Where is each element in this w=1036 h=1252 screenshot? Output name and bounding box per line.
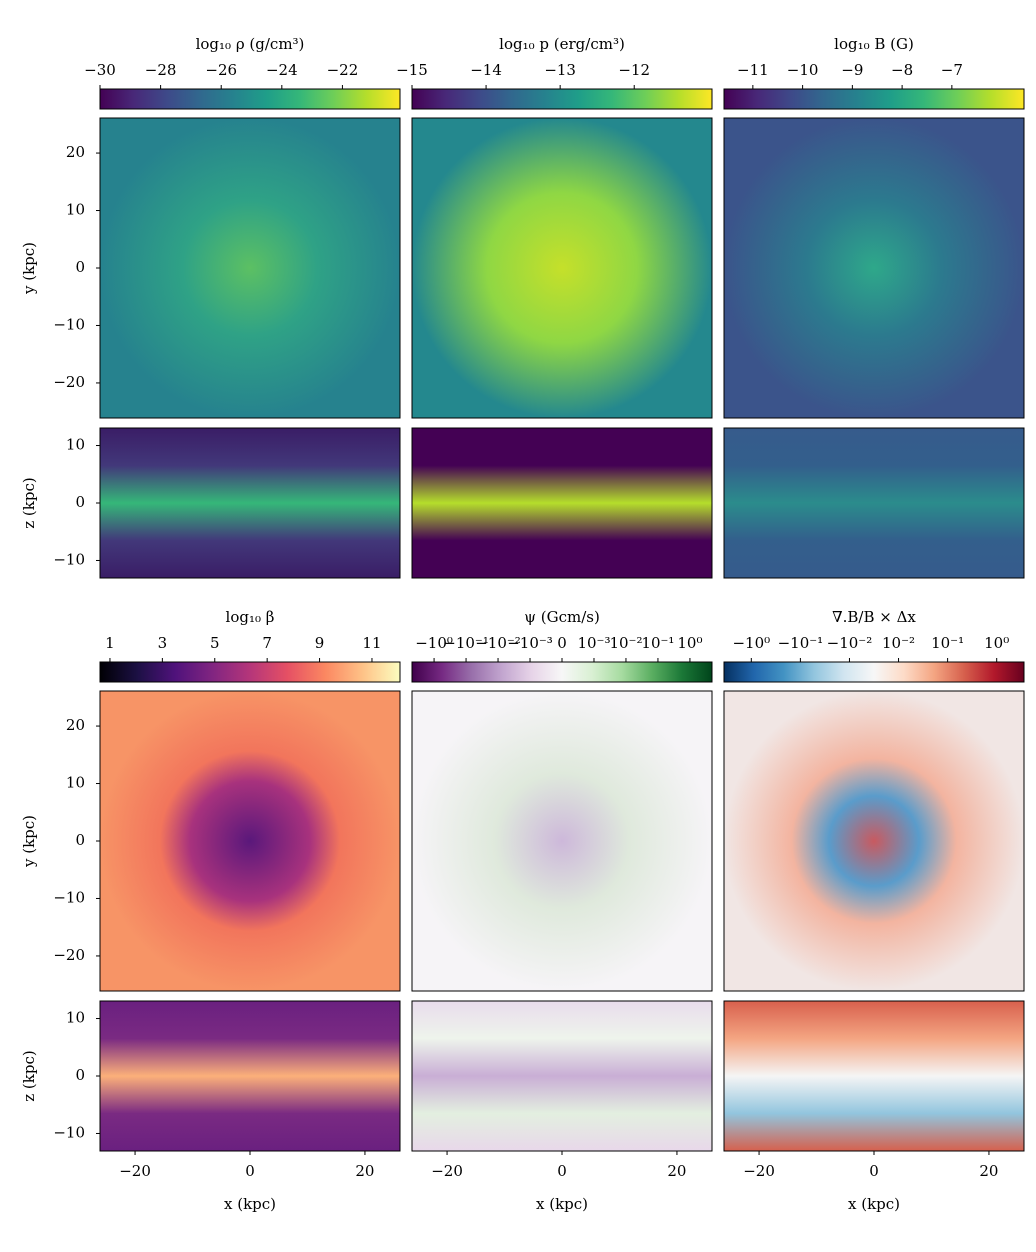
x-tick-label: 0: [869, 1162, 879, 1180]
colorbar-tick-label: −10⁻¹: [778, 634, 824, 652]
y-tick-label: −10: [53, 315, 85, 333]
z-tick-label: 0: [75, 1066, 85, 1084]
y-tick-label: −10: [53, 888, 85, 906]
colorbar-tick-label: −10⁻¹: [443, 634, 489, 652]
colorbar-label: ∇.B/B × Δx: [832, 608, 916, 626]
colorbar-tick-label: −7: [941, 61, 963, 79]
face-on-map: [99, 690, 401, 992]
colorbar: [411, 88, 713, 110]
z-tick-label: −10: [53, 550, 85, 568]
colorbar-tick-label: 1: [105, 634, 115, 652]
colorbar-tick-label: 9: [315, 634, 325, 652]
colorbar-tick-label: 7: [262, 634, 272, 652]
y-axis-label: y (kpc): [20, 242, 38, 295]
edge-on-map: [411, 1000, 713, 1152]
x-tick-label: 0: [245, 1162, 255, 1180]
colorbar: [723, 661, 1025, 683]
edge-on-map: [723, 1000, 1025, 1152]
x-tick-label: 20: [667, 1162, 686, 1180]
edge-on-map: [99, 1000, 401, 1152]
colorbar-tick-label: 11: [362, 634, 381, 652]
edge-on-map: [723, 427, 1025, 579]
colorbar-tick-label: −14: [470, 61, 502, 79]
y-tick-label: −20: [53, 946, 85, 964]
x-tick-label: 0: [557, 1162, 567, 1180]
y-tick-label: 0: [75, 831, 85, 849]
z-tick-label: 10: [66, 436, 85, 454]
x-axis-label: x (kpc): [224, 1195, 276, 1213]
x-tick-label: −20: [431, 1162, 463, 1180]
colorbar-tick-label: −10⁻³: [507, 634, 553, 652]
colorbar: [99, 88, 401, 110]
face-on-map: [99, 117, 401, 419]
y-tick-label: 10: [66, 774, 85, 792]
z-tick-label: 0: [75, 493, 85, 511]
colorbar-label: ψ (Gcm/s): [524, 608, 600, 626]
colorbar-tick-label: 10⁰: [677, 634, 702, 652]
face-on-map: [411, 690, 713, 992]
colorbar-tick-label: −8: [891, 61, 913, 79]
colorbar: [411, 661, 713, 683]
x-tick-label: 20: [979, 1162, 998, 1180]
colorbar-tick-label: −22: [327, 61, 359, 79]
colorbar-tick-label: 5: [210, 634, 220, 652]
edge-on-map: [411, 427, 713, 579]
face-on-map: [723, 117, 1025, 419]
colorbar-label: log₁₀ ρ (g/cm³): [196, 35, 305, 53]
colorbar-label: log₁₀ β: [226, 608, 275, 626]
colorbar-tick-label: 0: [557, 634, 567, 652]
colorbar-label: log₁₀ p (erg/cm³): [499, 35, 625, 53]
colorbar-tick-label: −13: [544, 61, 576, 79]
z-axis-label: z (kpc): [20, 477, 38, 528]
colorbar-tick-label: −10⁰: [415, 634, 453, 652]
colorbar-tick-label: −12: [618, 61, 650, 79]
colorbar: [99, 661, 401, 683]
y-tick-label: −20: [53, 373, 85, 391]
y-tick-label: 20: [66, 716, 85, 734]
x-tick-label: −20: [119, 1162, 151, 1180]
colorbar-tick-label: 3: [158, 634, 168, 652]
colorbar-tick-label: −24: [266, 61, 298, 79]
colorbar-tick-label: −9: [841, 61, 863, 79]
colorbar-tick-label: −28: [145, 61, 177, 79]
colorbar-tick-label: −30: [84, 61, 116, 79]
y-axis-label: y (kpc): [20, 815, 38, 868]
colorbar-tick-label: −10⁰: [732, 634, 770, 652]
colorbar-tick-label: −10⁻²: [827, 634, 873, 652]
colorbar-tick-label: −15: [396, 61, 428, 79]
colorbar-tick-label: −10: [787, 61, 819, 79]
colorbar-tick-label: −11: [737, 61, 769, 79]
colorbar-tick-label: −26: [205, 61, 237, 79]
colorbar-tick-label: 10⁻²: [609, 634, 642, 652]
colorbar-tick-label: 10⁻²: [882, 634, 915, 652]
z-tick-label: −10: [53, 1123, 85, 1141]
face-on-map: [411, 117, 713, 419]
colorbar-tick-label: 10⁻³: [577, 634, 610, 652]
x-tick-label: 20: [355, 1162, 374, 1180]
x-axis-label: x (kpc): [848, 1195, 900, 1213]
edge-on-map: [99, 427, 401, 579]
x-axis-label: x (kpc): [536, 1195, 588, 1213]
y-tick-label: 0: [75, 258, 85, 276]
colorbar: [723, 88, 1025, 110]
z-axis-label: z (kpc): [20, 1050, 38, 1101]
colorbar-tick-label: 10⁻¹: [641, 634, 674, 652]
y-tick-label: 10: [66, 201, 85, 219]
colorbar-tick-label: 10⁰: [984, 634, 1009, 652]
x-tick-label: −20: [743, 1162, 775, 1180]
colorbar-tick-label: −10⁻²: [475, 634, 521, 652]
colorbar-tick-label: 10⁻¹: [931, 634, 964, 652]
z-tick-label: 10: [66, 1009, 85, 1027]
face-on-map: [723, 690, 1025, 992]
colorbar-label: log₁₀ B (G): [834, 35, 914, 53]
y-tick-label: 20: [66, 143, 85, 161]
